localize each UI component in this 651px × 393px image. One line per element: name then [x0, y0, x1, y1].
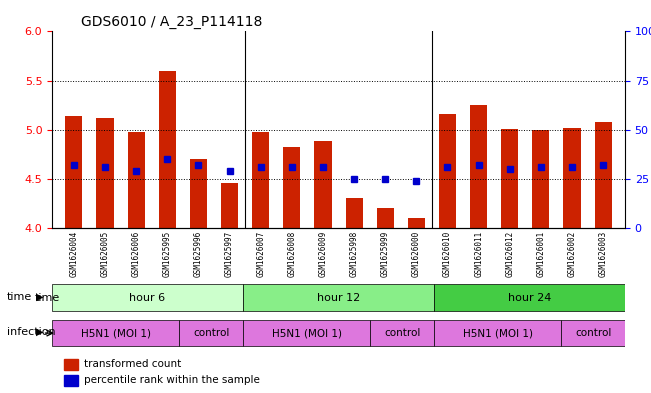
- Bar: [501, 129, 518, 228]
- Bar: [594, 122, 612, 228]
- Text: ▶: ▶: [36, 292, 44, 302]
- Text: GSM1626001: GSM1626001: [536, 230, 546, 277]
- Text: GSM1626009: GSM1626009: [318, 230, 327, 277]
- Text: GSM1626010: GSM1626010: [443, 230, 452, 277]
- Bar: [533, 130, 549, 228]
- Text: hour 24: hour 24: [508, 293, 551, 303]
- Bar: [283, 147, 300, 228]
- FancyBboxPatch shape: [52, 320, 180, 346]
- Text: GSM1626004: GSM1626004: [70, 230, 78, 277]
- Text: H5N1 (MOI 1): H5N1 (MOI 1): [463, 328, 533, 338]
- Text: hour 12: hour 12: [317, 293, 360, 303]
- Bar: [314, 141, 331, 228]
- Text: control: control: [384, 328, 421, 338]
- Bar: [252, 132, 270, 228]
- FancyBboxPatch shape: [243, 320, 370, 346]
- Bar: [439, 114, 456, 228]
- Text: time: time: [35, 293, 60, 303]
- FancyBboxPatch shape: [434, 320, 561, 346]
- Text: GSM1626007: GSM1626007: [256, 230, 265, 277]
- FancyBboxPatch shape: [243, 285, 434, 311]
- Bar: [64, 375, 78, 386]
- Bar: [65, 116, 83, 228]
- Bar: [408, 218, 425, 228]
- Bar: [128, 132, 145, 228]
- Bar: [190, 159, 207, 228]
- Bar: [564, 128, 581, 228]
- Text: GSM1626002: GSM1626002: [568, 230, 577, 277]
- Text: control: control: [575, 328, 611, 338]
- Bar: [346, 198, 363, 228]
- FancyBboxPatch shape: [370, 320, 434, 346]
- Text: GSM1626011: GSM1626011: [474, 230, 483, 277]
- Bar: [159, 71, 176, 228]
- Text: GSM1626003: GSM1626003: [599, 230, 607, 277]
- Text: hour 6: hour 6: [130, 293, 165, 303]
- Bar: [377, 208, 394, 228]
- Text: GSM1625998: GSM1625998: [350, 230, 359, 277]
- Text: percentile rank within the sample: percentile rank within the sample: [83, 375, 260, 385]
- Bar: [64, 359, 78, 369]
- Bar: [221, 183, 238, 228]
- Bar: [96, 118, 113, 228]
- Text: time: time: [0, 392, 1, 393]
- Text: GSM1625999: GSM1625999: [381, 230, 390, 277]
- Text: GSM1625995: GSM1625995: [163, 230, 172, 277]
- Text: infection: infection: [7, 327, 55, 337]
- Text: GSM1626000: GSM1626000: [412, 230, 421, 277]
- Text: transformed count: transformed count: [83, 359, 181, 369]
- Text: GSM1626012: GSM1626012: [505, 230, 514, 277]
- FancyBboxPatch shape: [52, 285, 243, 311]
- Text: GSM1625996: GSM1625996: [194, 230, 203, 277]
- Text: ▶: ▶: [36, 327, 44, 337]
- FancyBboxPatch shape: [561, 320, 625, 346]
- FancyBboxPatch shape: [434, 285, 625, 311]
- Text: H5N1 (MOI 1): H5N1 (MOI 1): [81, 328, 151, 338]
- Text: GSM1625997: GSM1625997: [225, 230, 234, 277]
- Text: control: control: [193, 328, 229, 338]
- Text: time: time: [7, 292, 32, 302]
- Text: GSM1626006: GSM1626006: [132, 230, 141, 277]
- Text: GSM1626008: GSM1626008: [287, 230, 296, 277]
- Bar: [470, 105, 487, 228]
- FancyBboxPatch shape: [180, 320, 243, 346]
- Text: GDS6010 / A_23_P114118: GDS6010 / A_23_P114118: [81, 15, 262, 29]
- Text: H5N1 (MOI 1): H5N1 (MOI 1): [271, 328, 342, 338]
- Text: GSM1626005: GSM1626005: [100, 230, 109, 277]
